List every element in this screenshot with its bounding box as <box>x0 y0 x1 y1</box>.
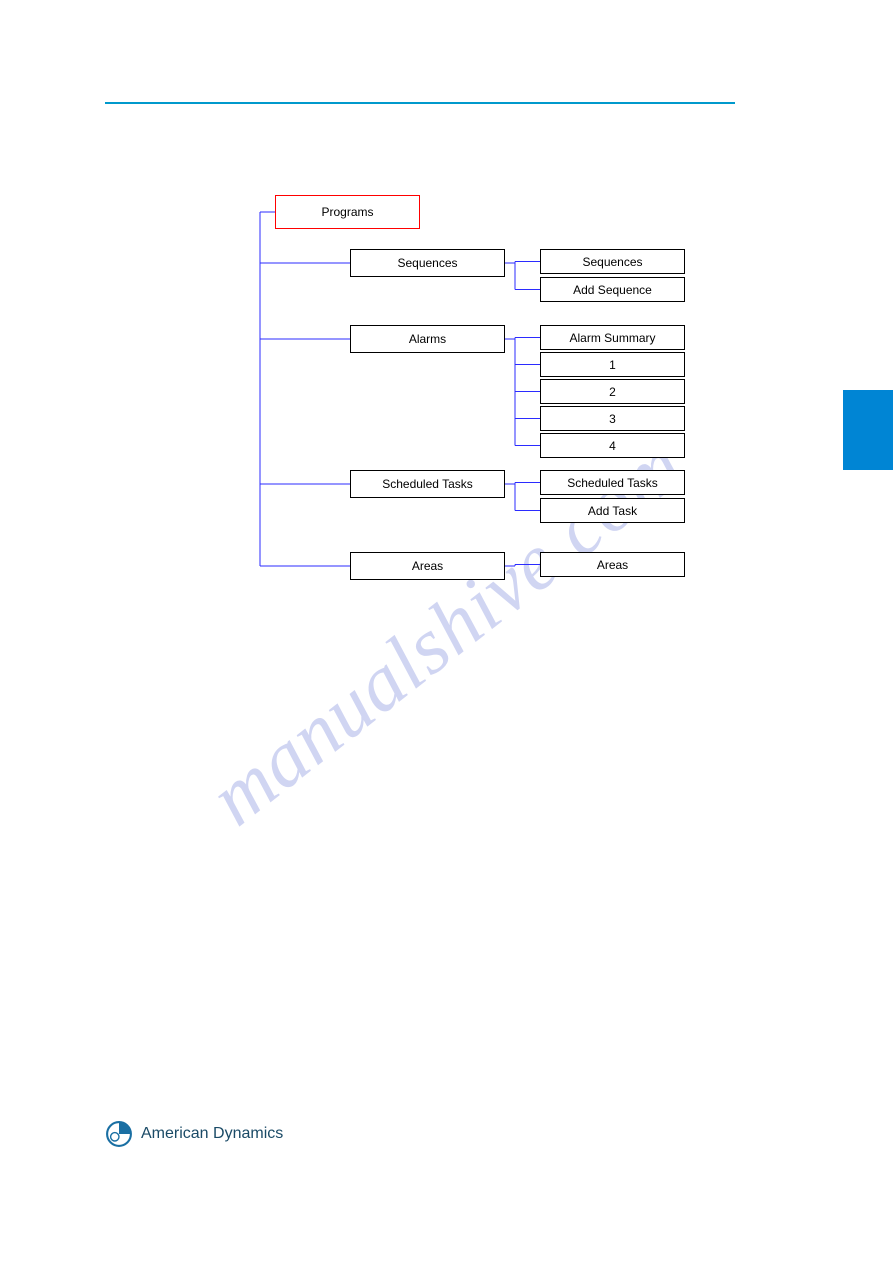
node-areas: Areas <box>350 552 505 580</box>
programs-tree-diagram: Programs Sequences Sequences Add Sequence Al… <box>255 195 685 595</box>
node-areas-child-0: Areas <box>540 552 685 577</box>
node-sequences: Sequences <box>350 249 505 277</box>
node-sequences-child-1: Add Sequence <box>540 277 685 302</box>
node-programs: Programs <box>275 195 420 229</box>
brand-logo-icon <box>105 1120 133 1148</box>
node-alarms-child-0: Alarm Summary <box>540 325 685 350</box>
node-alarms-child-3: 3 <box>540 406 685 431</box>
node-alarms-child-1: 1 <box>540 352 685 377</box>
node-sequences-child-0: Sequences <box>540 249 685 274</box>
header-rule <box>105 102 735 104</box>
node-alarms: Alarms <box>350 325 505 353</box>
brand-name: American Dynamics <box>141 1125 283 1143</box>
node-alarms-child-2: 2 <box>540 379 685 404</box>
footer: American Dynamics <box>105 1120 283 1148</box>
node-scheduled-tasks-child-0: Scheduled Tasks <box>540 470 685 495</box>
node-alarms-child-4: 4 <box>540 433 685 458</box>
side-tab <box>843 390 893 470</box>
node-scheduled-tasks-child-1: Add Task <box>540 498 685 523</box>
node-scheduled-tasks: Scheduled Tasks <box>350 470 505 498</box>
